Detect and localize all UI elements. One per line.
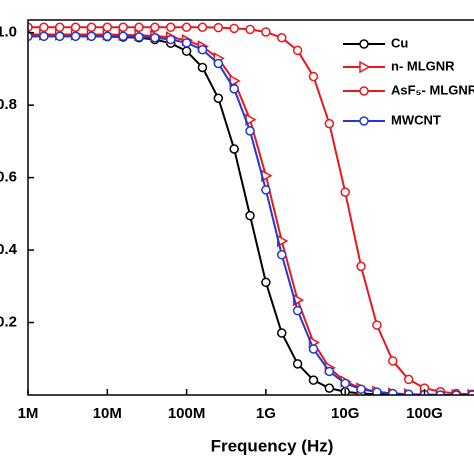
axes: 1M 10M 100M 1G 10G 100G 0.2 0.4 0.6 0.8 1.0: [0, 24, 443, 422]
marker: [165, 22, 176, 32]
marker: [277, 250, 287, 260]
marker: [451, 390, 461, 395]
x-tick-label: 10G: [331, 405, 359, 422]
y-tick-label: 0.6: [0, 169, 17, 186]
legend: Cu n- MLGNR AsF₅- MLGNR MWCNT: [343, 35, 474, 127]
marker: [261, 277, 271, 288]
marker: [340, 378, 350, 389]
marker: [181, 46, 192, 56]
marker: [261, 185, 271, 195]
marker: [277, 328, 287, 338]
marker: [165, 34, 176, 45]
marker: [197, 22, 208, 32]
marker: [359, 116, 369, 126]
marker: [356, 384, 366, 394]
marker: [70, 31, 81, 42]
marker: [197, 62, 208, 73]
marker: [54, 31, 65, 42]
marker: [150, 22, 160, 32]
marker: [356, 261, 366, 272]
y-tick-label: 1.0: [0, 24, 17, 41]
marker: [292, 359, 303, 369]
marker: [70, 22, 81, 32]
plot-area: [28, 22, 474, 395]
x-tick-label: 1M: [18, 405, 39, 422]
marker: [197, 44, 208, 55]
marker: [245, 126, 255, 136]
plot-frame: [27, 19, 474, 396]
marker: [134, 22, 144, 32]
marker: [308, 344, 319, 354]
marker: [229, 23, 239, 34]
marker: [150, 33, 160, 43]
marker: [324, 118, 335, 129]
marker: [181, 38, 192, 48]
marker: [39, 22, 49, 32]
y-tick-label: 0.4: [0, 241, 18, 258]
marker: [229, 144, 239, 154]
marker: [261, 27, 271, 37]
marker: [359, 86, 369, 96]
marker: [359, 39, 369, 49]
marker: [102, 22, 113, 32]
marker: [102, 31, 113, 42]
x-tick-label: 100M: [168, 405, 206, 422]
marker: [277, 33, 287, 43]
marker: [229, 84, 239, 94]
y-tick-label: 0.8: [0, 96, 17, 113]
marker: [403, 374, 414, 385]
legend-label: n- MLGNR: [391, 58, 455, 73]
marker: [308, 71, 319, 82]
marker: [372, 387, 382, 395]
marker: [86, 31, 97, 42]
marker: [308, 375, 319, 385]
marker: [39, 31, 49, 42]
legend-label: AsF₅- MLGNR: [391, 82, 474, 97]
marker: [245, 24, 255, 35]
marker: [118, 31, 128, 42]
marker: [388, 356, 398, 366]
marker: [359, 60, 371, 74]
marker: [292, 305, 303, 316]
marker: [213, 58, 224, 69]
marker: [388, 388, 398, 395]
marker: [86, 22, 97, 32]
marker: [213, 93, 224, 104]
marker: [324, 383, 335, 393]
marker: [213, 22, 224, 33]
marker: [435, 390, 446, 395]
marker: [54, 22, 65, 32]
x-axis-label: Frequency (Hz): [211, 436, 334, 455]
marker: [245, 210, 255, 221]
x-tick-label: 1G: [256, 405, 276, 422]
marker: [324, 366, 335, 377]
marker: [181, 22, 192, 32]
marker: [340, 187, 350, 197]
marker: [372, 320, 382, 330]
marker: [292, 45, 303, 56]
x-tick-label: 100G: [406, 405, 443, 422]
marker: [28, 22, 33, 32]
x-tick-label: 10M: [93, 405, 122, 422]
marker: [134, 32, 144, 42]
y-tick-label: 0.2: [0, 314, 17, 331]
legend-label: MWCNT: [391, 112, 441, 127]
marker: [118, 22, 128, 32]
marker: [28, 31, 33, 42]
marker: [467, 390, 474, 395]
legend-label: Cu: [391, 35, 408, 50]
